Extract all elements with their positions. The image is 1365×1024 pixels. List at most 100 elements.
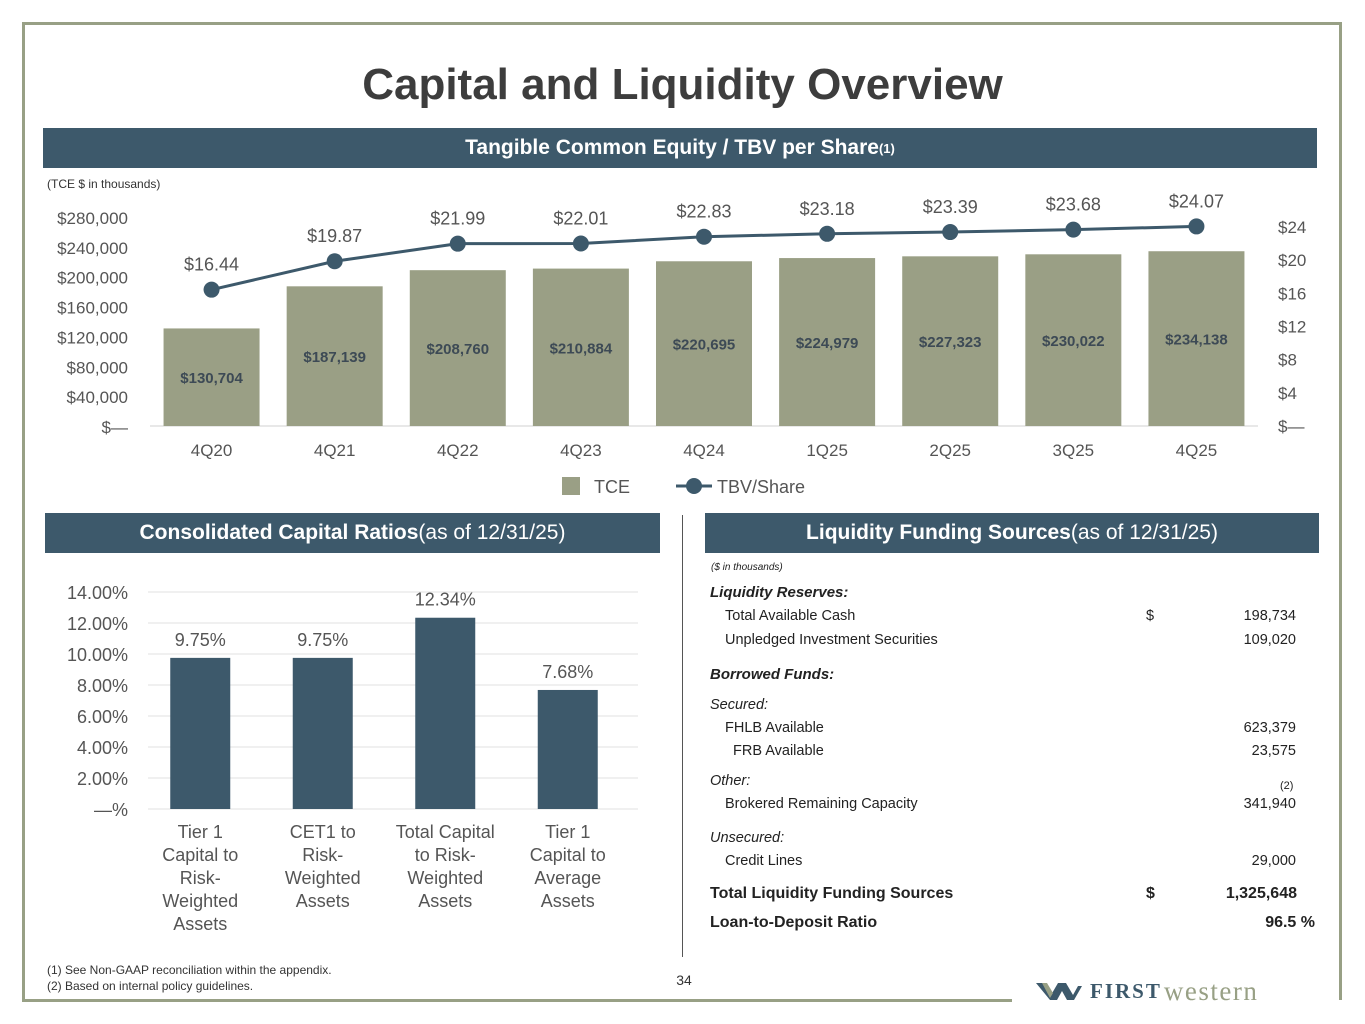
ratio-category-label: Average [534, 868, 601, 888]
tce-left-tick: $160,000 [57, 299, 128, 318]
ratio-category-label: CET1 to [290, 822, 356, 842]
tce-category-label: 1Q25 [806, 441, 848, 460]
ratio-category-label: Assets [296, 891, 350, 911]
first-western-logo: FIRST western [1036, 976, 1342, 1006]
secured-heading: Secured: [710, 697, 769, 713]
section-divider [682, 515, 683, 957]
tce-chart: $— $40,000 $80,000 $120,000 $160,000 $200,000… [57, 191, 1306, 497]
ratios-banner-bold: Consolidated Capital Ratios [139, 521, 419, 544]
tce-banner-footnote: (1) [878, 140, 895, 156]
tce-bar-label: $220,695 [673, 337, 736, 354]
ratio-bar-label: 9.75% [175, 630, 226, 650]
logo-western: western [1163, 975, 1259, 1006]
ratio-category-label: to Risk- [415, 845, 476, 865]
tce-bar [163, 328, 260, 426]
tce-bar [532, 268, 629, 426]
tbv-right-tick: $24 [1278, 218, 1306, 237]
tbv-point-label: $23.39 [923, 197, 978, 217]
tbv-point-label: $23.68 [1046, 195, 1101, 215]
total-liquidity-label: Total Liquidity Funding Sources [710, 885, 954, 902]
ratio-category-label: Tier 1 [178, 822, 223, 842]
tbv-point-label: $19.87 [307, 226, 362, 246]
tce-units-note: (TCE $ in thousands) [47, 177, 161, 191]
fhlb-label: FHLB Available [725, 720, 824, 736]
ratio-y-tick: —% [94, 800, 128, 820]
logo-first: FIRST [1090, 978, 1162, 1003]
legend-tce-swatch [562, 477, 580, 495]
tce-bar-label: $230,022 [1042, 333, 1105, 350]
tce-bar-label: $208,760 [426, 341, 489, 358]
ratio-y-tick: 14.00% [67, 583, 128, 603]
total-liquidity-value: 1,325,648 [1225, 885, 1297, 902]
brokered-value: 341,940 [1243, 796, 1296, 812]
tce-left-tick: $80,000 [67, 358, 128, 377]
tbv-right-tick: $8 [1278, 351, 1297, 370]
tce-bar-label: $130,704 [180, 370, 243, 387]
tbv-right-tick: $16 [1278, 284, 1306, 303]
tbv-point [942, 224, 959, 241]
frb-label: FRB Available [733, 743, 824, 759]
legend-tbv-label: TBV/Share [717, 477, 805, 497]
brokered-footnote: (2) [1280, 780, 1294, 792]
tce-category-label: 4Q23 [560, 441, 602, 460]
tce-bar [902, 256, 999, 426]
ratio-category-label: Weighted [407, 868, 483, 888]
liquidity-banner: Liquidity Funding Sources (as of 12/31/2… [705, 513, 1319, 553]
tbv-point [572, 235, 589, 252]
ratio-y-tick: 6.00% [77, 707, 128, 727]
capital-ratios-chart: —% 2.00% 4.00% 6.00% 8.00% 10.00% 12.00% 14.00%… [67, 583, 638, 934]
reserves-heading: Liquidity Reserves: [710, 584, 849, 601]
ratio-category-label: Risk- [302, 845, 343, 865]
ratio-bar-label: 9.75% [297, 630, 348, 650]
tbv-point-label: $22.01 [553, 209, 608, 229]
ratio-bar [415, 617, 476, 809]
borrowed-heading: Borrowed Funds: [710, 666, 835, 683]
total-cash-value: 198,734 [1243, 608, 1296, 624]
tce-category-label: 4Q25 [1176, 441, 1218, 460]
tbv-point-label: $24.07 [1169, 191, 1224, 211]
ltd-ratio-label: Loan-to-Deposit Ratio [710, 914, 878, 931]
ratio-category-label: Weighted [285, 868, 361, 888]
tbv-point [1065, 221, 1082, 238]
tce-category-label: 4Q22 [437, 441, 479, 460]
tce-banner-text: Tangible Common Equity / TBV per Share [465, 136, 879, 159]
tbv-point [203, 281, 220, 298]
logo-w-icon [1036, 983, 1082, 1000]
ratio-category-label: Capital to [162, 845, 238, 865]
liquidity-banner-date: (as of 12/31/25) [1070, 521, 1218, 544]
tce-bar [409, 270, 506, 426]
tce-bar-label: $224,979 [796, 335, 859, 352]
footnote-2: (2) Based on internal policy guidelines. [47, 979, 254, 993]
frb-value: 23,575 [1251, 743, 1296, 759]
tce-category-label: 4Q20 [191, 441, 233, 460]
tbv-right-tick: $— [1278, 417, 1304, 436]
tce-category-label: 4Q21 [314, 441, 356, 460]
brokered-label: Brokered Remaining Capacity [725, 796, 918, 812]
tbv-point [449, 235, 466, 252]
tce-bar-label: $187,139 [303, 349, 366, 366]
tce-bar-label: $234,138 [1165, 332, 1228, 349]
ratio-category-label: Assets [418, 891, 472, 911]
tbv-point [819, 225, 836, 242]
tce-left-tick: $— [102, 418, 128, 437]
tce-banner: Tangible Common Equity / TBV per Share (1… [43, 128, 1317, 168]
ratio-bar [292, 657, 353, 809]
ratio-category-label: Capital to [530, 845, 606, 865]
legend-tce-label: TCE [594, 477, 630, 497]
total-liquidity-dollar: $ [1146, 885, 1155, 902]
tce-bar-label: $227,323 [919, 334, 982, 351]
tce-left-tick: $200,000 [57, 269, 128, 288]
total-cash-label: Total Available Cash [725, 608, 856, 624]
legend-tbv-marker [686, 478, 702, 494]
tbv-point [696, 228, 712, 245]
tce-bar [286, 286, 383, 426]
slide-frame [22, 22, 1342, 1000]
fhlb-value: 623,379 [1243, 720, 1296, 736]
credit-lines-value: 29,000 [1251, 853, 1296, 869]
ratio-bar [537, 689, 598, 809]
unpledged-value: 109,020 [1243, 632, 1296, 648]
ratios-banner: Consolidated Capital Ratios (as of 12/31… [45, 513, 660, 553]
ratio-y-tick: 10.00% [67, 645, 128, 665]
ratio-y-tick: 8.00% [77, 676, 128, 696]
tbv-point-label: $16.44 [184, 255, 239, 275]
